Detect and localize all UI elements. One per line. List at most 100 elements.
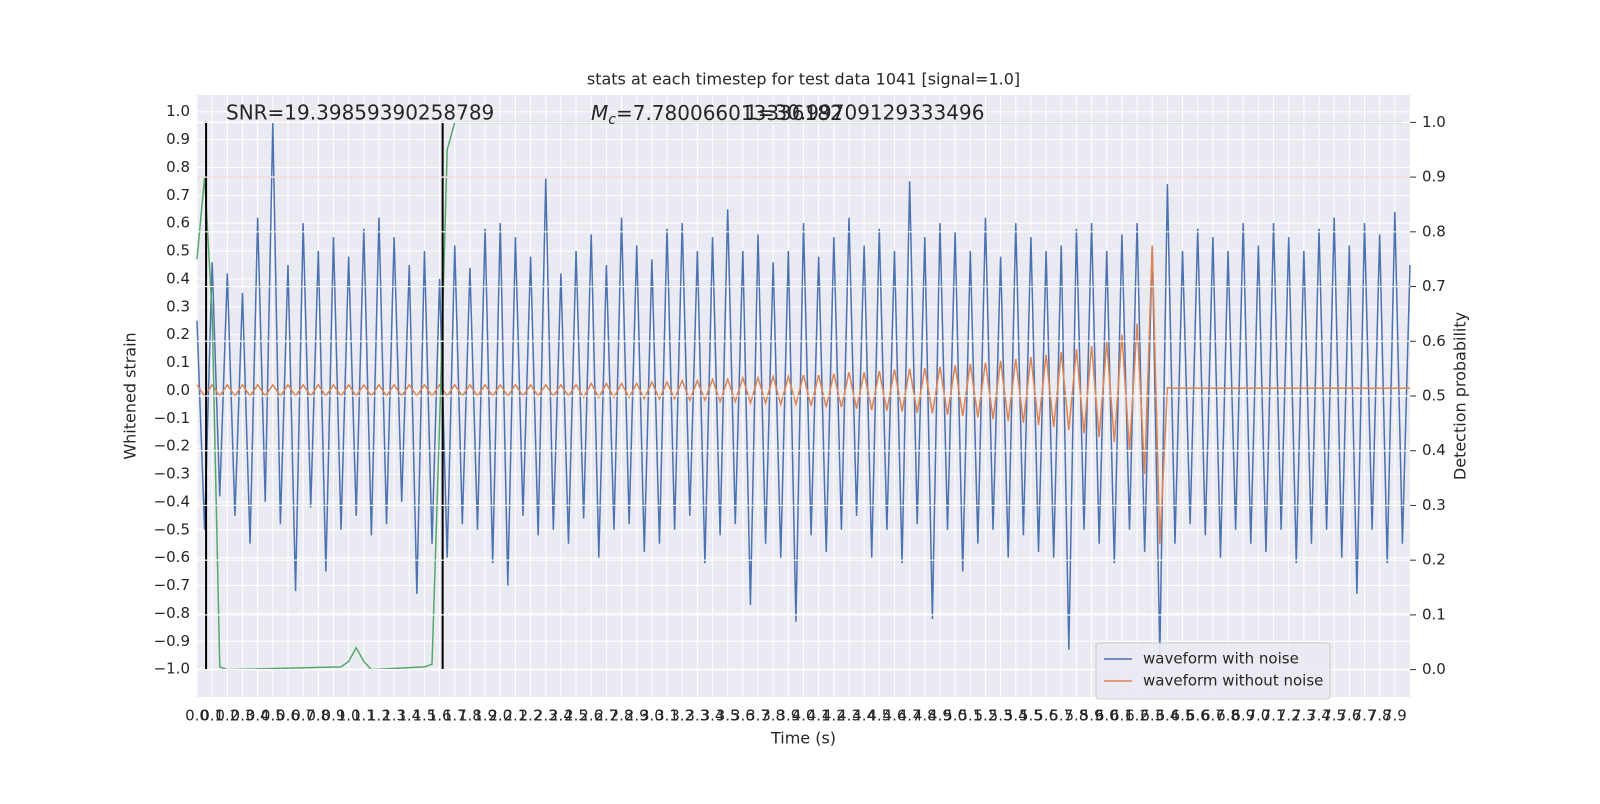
x-tick-label: 3.8 <box>761 707 785 725</box>
y-tick-label: 0.4 <box>166 269 190 287</box>
x-tick-label: 0.2 <box>215 707 239 725</box>
x-tick-label: 1.7 <box>443 707 467 725</box>
x-tick-label: 1.9 <box>473 707 497 725</box>
x-tick-label: 4.2 <box>822 707 846 725</box>
x-tick-label: 7.5 <box>1322 707 1346 725</box>
x-tick-label: 4.3 <box>837 707 861 725</box>
legend-box <box>1095 642 1331 700</box>
y-axis-label: Whitened strain <box>121 332 140 459</box>
y2-tick-label: 1.0 <box>1422 113 1446 131</box>
x-tick-label: 7.6 <box>1337 707 1361 725</box>
y-tick-label: −0.8 <box>154 604 190 622</box>
y2-tick-label: 0.5 <box>1422 387 1446 405</box>
y2-tick-label: 0.6 <box>1422 332 1446 350</box>
y-tick-label: 0.1 <box>166 353 190 371</box>
x-tick-label: 0.0 <box>185 707 209 725</box>
y-tick-label: −0.7 <box>154 576 190 594</box>
annotation: SNR=19.39859390258789 <box>226 101 494 125</box>
x-tick-label: 2.3 <box>534 707 558 725</box>
x-axis-label: Time (s) <box>770 729 836 748</box>
x-tick-label: 3.9 <box>776 707 800 725</box>
annotation: 1=30.99709129333496 <box>745 101 984 125</box>
x-tick-label: 6.7 <box>1201 707 1225 725</box>
x-tick-label: 7.2 <box>1277 707 1301 725</box>
legend-label: waveform with noise <box>1143 650 1299 668</box>
y-tick-label: 1.0 <box>166 102 190 120</box>
x-tick-label: 1.8 <box>458 707 482 725</box>
x-tick-label: 0.7 <box>291 707 315 725</box>
legend-label: waveform without noise <box>1143 672 1323 690</box>
x-tick-label: 4.7 <box>898 707 922 725</box>
x-tick-label: 6.6 <box>1186 707 1210 725</box>
annotation: Mc=7.780066013336182 <box>591 101 843 129</box>
x-tick-label: 4.4 <box>852 707 876 725</box>
x-tick-label: 0.5 <box>261 707 285 725</box>
x-tick-label: 6.0 <box>1095 707 1119 725</box>
y-tick-label: 0.5 <box>166 242 190 260</box>
x-tick-label: 6.1 <box>1110 707 1134 725</box>
y2-tick-label: 0.7 <box>1422 277 1446 295</box>
x-tick-label: 5.1 <box>958 707 982 725</box>
x-tick-label: 5.9 <box>1080 707 1104 725</box>
y2-tick-label: 0.4 <box>1422 441 1446 459</box>
x-tick-label: 2.4 <box>549 707 573 725</box>
annotation-symbol: M <box>591 101 608 125</box>
x-tick-label: 2.2 <box>519 707 543 725</box>
y-tick-label: −0.5 <box>154 520 190 538</box>
y-tick-label: 0.3 <box>166 297 190 315</box>
x-tick-label: 6.5 <box>1171 707 1195 725</box>
x-tick-label: 0.8 <box>306 707 330 725</box>
x-tick-label: 1.5 <box>413 707 437 725</box>
y-tick-label: −0.4 <box>154 492 190 510</box>
y2-tick-label: 0.8 <box>1422 222 1446 240</box>
x-tick-label: 3.1 <box>655 707 679 725</box>
y-tick-label: −0.9 <box>154 632 190 650</box>
x-tick-label: 5.7 <box>1049 707 1073 725</box>
chart-title: stats at each timestep for test data 104… <box>587 70 1020 89</box>
x-tick-label: 2.7 <box>594 707 618 725</box>
x-tick-label: 7.3 <box>1292 707 1316 725</box>
x-tick-label: 5.8 <box>1064 707 1088 725</box>
x-tick-label: 2.6 <box>579 707 603 725</box>
x-tick-label: 0.9 <box>322 707 346 725</box>
series-line <box>196 245 1410 544</box>
y-tick-label: 0.9 <box>166 130 190 148</box>
x-tick-label: 3.5 <box>716 707 740 725</box>
y2-tick-label: 0.3 <box>1422 496 1446 514</box>
x-tick-label: 7.7 <box>1353 707 1377 725</box>
x-tick-label: 6.2 <box>1125 707 1149 725</box>
y-tick-label: 0.6 <box>166 214 190 232</box>
x-tick-label: 4.0 <box>792 707 816 725</box>
x-tick-label: 4.6 <box>883 707 907 725</box>
x-tick-label: 1.6 <box>428 707 452 725</box>
x-tick-label: 3.2 <box>670 707 694 725</box>
x-tick-label: 6.8 <box>1216 707 1240 725</box>
y-tick-label: 0.0 <box>166 381 190 399</box>
x-tick-label: 6.9 <box>1231 707 1255 725</box>
x-tick-label: 5.2 <box>974 707 998 725</box>
x-tick-label: 7.9 <box>1383 707 1407 725</box>
x-tick-label: 2.0 <box>488 707 512 725</box>
x-tick-label: 5.5 <box>1019 707 1043 725</box>
x-tick-label: 7.8 <box>1368 707 1392 725</box>
x-tick-label: 7.1 <box>1262 707 1286 725</box>
x-tick-label: 3.6 <box>731 707 755 725</box>
x-tick-label: 5.3 <box>989 707 1013 725</box>
annotation-text: =7.780066013336182 <box>616 101 843 125</box>
x-tick-label: 2.5 <box>564 707 588 725</box>
x-tick-label: 4.9 <box>928 707 952 725</box>
x-tick-label: 6.3 <box>1140 707 1164 725</box>
y-tick-label: 0.2 <box>166 325 190 343</box>
x-tick-label: 3.4 <box>701 707 725 725</box>
x-tick-label: 6.4 <box>1155 707 1179 725</box>
x-tick-label: 5.0 <box>943 707 967 725</box>
y2-tick-label: 0.9 <box>1422 168 1446 186</box>
y2-tick-label: 0.2 <box>1422 551 1446 569</box>
y2-axis-label: Detection probability <box>1451 312 1470 480</box>
x-tick-label: 3.7 <box>746 707 770 725</box>
x-tick-label: 2.9 <box>625 707 649 725</box>
x-tick-label: 1.1 <box>352 707 376 725</box>
x-tick-label: 0.4 <box>246 707 270 725</box>
x-tick-label: 2.8 <box>610 707 634 725</box>
